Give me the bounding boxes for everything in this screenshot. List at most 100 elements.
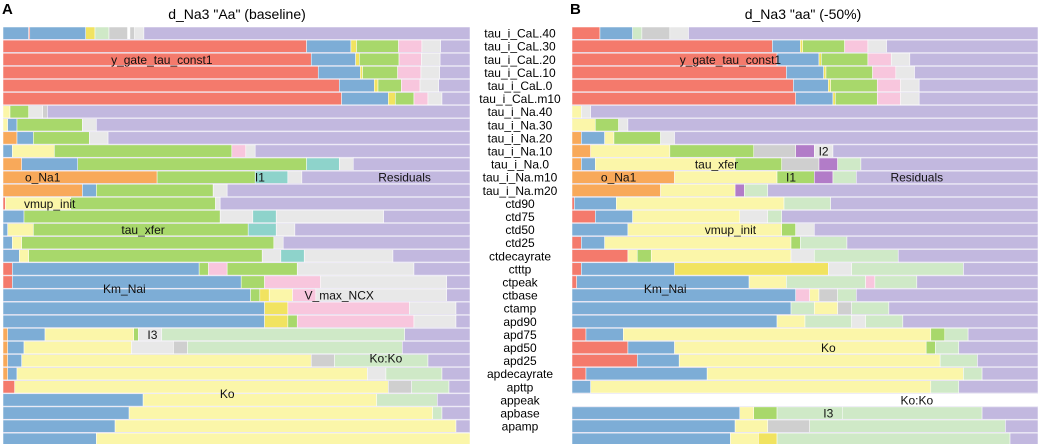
panel-a-bar-0-segment-4: [94, 26, 110, 40]
panel-a-bar-24-segment-2: [23, 341, 132, 354]
panel-b-bar-9-segment-6: [832, 144, 1039, 158]
panel-b-bar-7-segment-0: [571, 118, 596, 132]
panel-b-bar-22-segment-5: [902, 314, 1039, 328]
panel-a-bar-21-segment-1: [264, 301, 289, 315]
panel-b-bar-3-segment-2: [823, 66, 827, 79]
panel-b-bar-18-segment-1: [581, 262, 675, 276]
row-label-5: tau_i_CaL.m10: [479, 92, 561, 106]
panel-b-bar-10-segment-1: [581, 157, 596, 171]
panel-b-bar-4-segment-1: [793, 79, 829, 92]
panel-a-segment-label-8: I3: [147, 328, 157, 342]
panel-a-bar-9-segment-4: [245, 144, 256, 158]
panel-b-bar-7-segment-2: [618, 118, 629, 132]
panel-a-bar-28-segment-1: [142, 393, 377, 407]
panel-b-bar-25-segment-2: [678, 354, 941, 368]
panel-b-bar-16-segment-2: [604, 236, 792, 250]
row-label-0: tau_i_CaL.40: [484, 27, 556, 41]
panel-a-bar-2-segment-1: [310, 52, 356, 66]
panel-b-bar-25-segment-0: [571, 354, 638, 368]
panel-b-bar-23-segment-1: [585, 328, 624, 341]
panel-b-bar-13-segment-0: [571, 197, 575, 210]
panel-b-bar-29-segment-5: [981, 406, 1039, 420]
panel-b-bar-19-segment-0: [571, 275, 577, 289]
panel-b-bar-21-segment-2: [814, 301, 838, 315]
panel-b-bar-19-segment-6: [916, 275, 1039, 289]
panel-b-bar-11-segment-4: [832, 170, 857, 184]
panel-a-bar-5-segment-1: [341, 92, 389, 106]
panel-a-bar-25-segment-0: [2, 354, 8, 368]
panel-b-segment-label-2: tau_xfer: [695, 158, 738, 172]
panel-a-bar-4-segment-4: [401, 79, 421, 92]
panel-b-bar-21-segment-1: [790, 301, 815, 315]
panel-b-bar-27-segment-2: [930, 380, 960, 394]
panel-b-bar-23-segment-4: [944, 328, 969, 341]
panel-b-bar-7-segment-3: [627, 118, 1039, 132]
panel-a-bar-24-segment-3: [131, 341, 174, 354]
panel-a-bar-23-segment-2: [44, 328, 135, 341]
panel-b-segment-label-5: Residuals: [890, 171, 943, 185]
panel-a-bar-5-segment-5: [427, 92, 443, 106]
panel-b-bar-5-segment-2: [832, 92, 836, 106]
panel-b-bar-30-segment-3: [809, 419, 1006, 433]
panel-b-bar-12-segment-1: [660, 183, 736, 197]
panel-a-bar-4-segment-1: [338, 79, 375, 92]
panel-b-bar-15-segment-0: [571, 223, 629, 237]
panel-b-bar-16-segment-4: [800, 236, 848, 250]
panel-b-segment-label-8: Ko: [821, 341, 836, 355]
panel-a-bar-21-segment-4: [455, 301, 471, 315]
panel-a-bar-3-segment-3: [362, 66, 398, 79]
panel-a-bar-18-segment-2: [198, 262, 209, 276]
panel-a-bar-20-segment-3: [268, 288, 293, 302]
panel-b-bar-30-segment-1: [734, 419, 768, 433]
panel-a-bar-18-segment-0: [2, 262, 13, 276]
panel-a-bar-3-segment-1: [317, 66, 361, 79]
panel-a-bar-3-segment-2: [360, 66, 363, 79]
panel-a-bar-25-segment-2: [21, 354, 312, 368]
row-label-axis: tau_i_CaL.40tau_i_CaL.30tau_i_CaL.20tau_…: [479, 27, 561, 434]
panel-a-bar-27-segment-3: [411, 380, 450, 394]
row-label-28: appeak: [500, 393, 540, 407]
panel-b-bar-18-segment-5: [963, 262, 1039, 276]
panel-a-bar-8-segment-0: [2, 131, 18, 145]
row-label-14: ctd75: [505, 210, 535, 224]
panel-a-bar-2-segment-4: [398, 52, 422, 66]
panel-b-bar-2-segment-6: [909, 52, 1039, 66]
panel-a-bar-29-segment-3: [441, 406, 471, 420]
panel-b-bar-1-segment-0: [571, 39, 773, 53]
panel-b-bar-8-segment-3: [613, 131, 661, 145]
panel-a-segment-label-5: tau_xfer: [121, 223, 164, 237]
panel-b-bar-1-segment-2: [800, 39, 803, 53]
panel-b-bar-31-segment-3: [776, 432, 1011, 444]
panel-a-bar-10-segment-2: [77, 157, 307, 171]
panel-b-bar-30-segment-2: [767, 419, 810, 433]
panel-b-bar-11-segment-3: [814, 170, 834, 184]
panel-a-bar-0-segment-9: [143, 26, 471, 40]
panel-a-bar-2-segment-5: [421, 52, 441, 66]
panel-b-bar-2-segment-2: [818, 52, 822, 66]
panel-a-bar-10-segment-4: [338, 157, 354, 171]
panel-a-bar-22-segment-1: [264, 314, 289, 328]
panel-a-bar-4-segment-3: [377, 79, 402, 92]
panel-b-bar-29-segment-2: [753, 406, 778, 420]
panel-a-bar-18-segment-3: [208, 262, 228, 276]
panel-a-bar-6-segment-4: [47, 105, 471, 119]
panel-a-bar-28-segment-0: [2, 393, 144, 407]
panel-a-bar-13-segment-3: [215, 197, 221, 210]
panel-b-bar-10-segment-6: [837, 157, 862, 171]
panel-b-bar-5-segment-4: [876, 92, 901, 106]
panel-b-bar-1-segment-6: [886, 39, 1039, 53]
panel-a-bar-13-segment-4: [219, 197, 471, 210]
panel-a-bar-5-segment-2: [388, 92, 396, 106]
panel-a-bar-2-segment-3: [359, 52, 400, 66]
row-label-13: ctd90: [505, 197, 535, 211]
panel-b-title: d_Na3 "aa" (-50%): [745, 6, 862, 22]
panel-a-bar-18-segment-1: [12, 262, 200, 276]
row-label-1: tau_i_CaL.30: [484, 40, 556, 54]
row-label-22: apd90: [503, 315, 537, 329]
panel-b-bar-18-segment-3: [828, 262, 852, 276]
panel-a-bar-28-segment-3: [437, 393, 471, 407]
panel-a-bar-25-segment-1: [7, 354, 22, 368]
panel-b-bar-0-segment-5: [688, 26, 1039, 40]
panel-b-bar-4-segment-0: [571, 79, 794, 92]
panel-b-bar-23-segment-2: [623, 328, 932, 341]
